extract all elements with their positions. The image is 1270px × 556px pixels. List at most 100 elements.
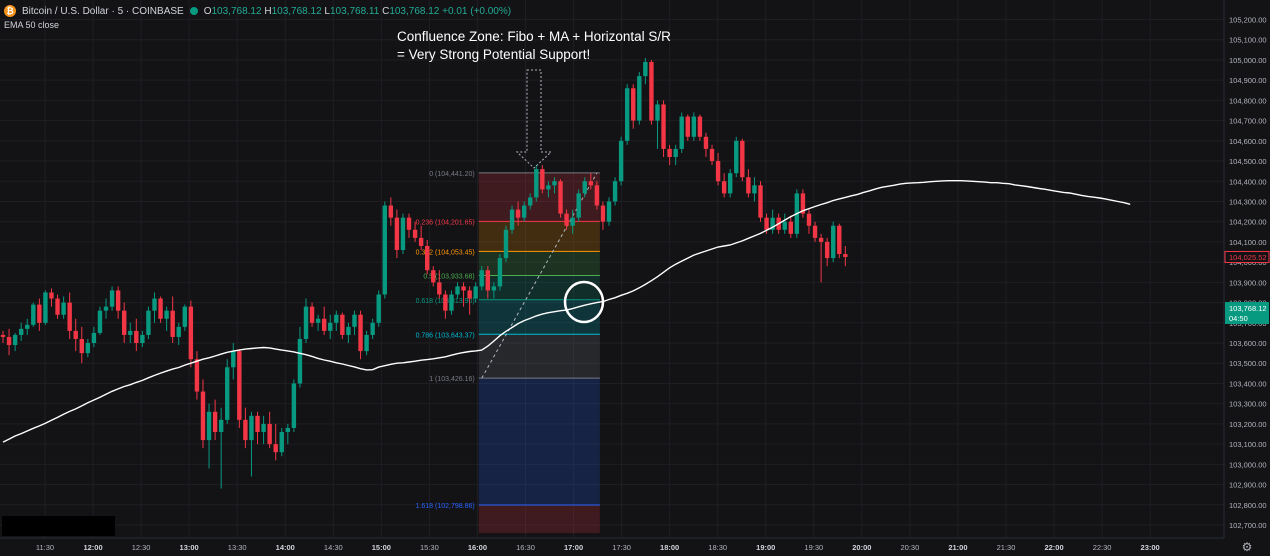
fib-level-label: 0 (104,441.20) (429, 171, 475, 178)
candle-body (534, 169, 539, 198)
candle-body (328, 322, 333, 331)
candle-body (837, 225, 842, 255)
candle-body (291, 383, 297, 428)
time-tick-label: 17:00 (564, 543, 583, 552)
price-tick-label: 103,500.00 (1229, 359, 1267, 368)
candle-body (515, 209, 521, 218)
candle-body (843, 254, 848, 257)
candle-body (588, 181, 594, 186)
time-tick-label: 17:30 (612, 543, 631, 552)
candle-body (655, 104, 660, 121)
candle-body (122, 310, 127, 335)
candle-body (715, 161, 721, 182)
price-tick-label: 103,400.00 (1229, 379, 1267, 388)
time-tick-label: 14:30 (324, 543, 343, 552)
candle-body (37, 304, 42, 323)
fib-zone (478, 275, 600, 300)
candle-body (449, 294, 454, 311)
candle-body (631, 88, 636, 121)
candle-body (691, 116, 697, 137)
candle-body (200, 391, 206, 441)
candle-body (73, 330, 78, 339)
price-tick-label: 102,800.00 (1229, 501, 1267, 510)
price-tick-label: 104,200.00 (1229, 218, 1267, 227)
candle-body (31, 304, 36, 325)
price-tick-label: 105,000.00 (1229, 56, 1267, 65)
candle-body (782, 221, 787, 230)
candle-body (6, 336, 12, 346)
candle-body (758, 185, 763, 218)
time-tick-label: 22:00 (1044, 543, 1063, 552)
ohlc-readout: O103,768.12 H103,768.12 L103,768.11 C103… (203, 5, 512, 17)
price-axis (1224, 0, 1270, 556)
price-tick-label: 103,200.00 (1229, 420, 1267, 429)
time-tick-label: 15:00 (372, 543, 391, 552)
candle-body (600, 205, 606, 222)
price-tick-label: 105,100.00 (1229, 36, 1267, 45)
candle-body (703, 136, 709, 149)
candle-body (685, 116, 690, 137)
candle-body (128, 330, 133, 335)
time-tick-label: 16:30 (516, 543, 535, 552)
confluence-circle (563, 280, 605, 324)
ohlc-open: 103,768.12 (211, 5, 262, 17)
price-tag-box (1225, 302, 1269, 325)
price-tick-label: 103,300.00 (1229, 400, 1267, 409)
candle-body (25, 324, 30, 329)
fib-zone (478, 505, 600, 534)
candle-body (528, 197, 533, 206)
candle-body (164, 310, 169, 319)
candle-body (140, 334, 145, 344)
bitcoin-icon: ₿ (4, 5, 16, 17)
time-tick-label: 13:00 (180, 543, 199, 552)
candle-body (18, 328, 24, 335)
time-tick-label: 11:30 (36, 543, 54, 552)
fib-zone (478, 251, 600, 276)
price-tick-label: 104,700.00 (1229, 117, 1267, 126)
time-tick-label: 13:30 (228, 543, 247, 552)
candle-body (576, 193, 581, 218)
candle-body (540, 169, 545, 190)
candle-body (752, 185, 757, 194)
fib-zone (478, 221, 600, 252)
candle-body (315, 318, 321, 323)
candle-body (376, 294, 381, 323)
redaction-box (2, 516, 115, 536)
candle-body (79, 338, 84, 354)
price-tick-label: 103,900.00 (1229, 278, 1267, 287)
candle-body (612, 181, 618, 202)
candle-body (431, 270, 436, 283)
candle-body (158, 298, 163, 319)
candle-body (412, 229, 418, 238)
price-tick-label: 104,900.00 (1229, 76, 1267, 85)
candle-body (231, 351, 236, 368)
candle-body (552, 181, 557, 186)
candle-body (473, 286, 478, 299)
indicator-legend[interactable]: EMA 50 close (4, 20, 60, 30)
time-tick-label: 14:00 (276, 543, 295, 552)
time-tick-label: 22:30 (1093, 543, 1112, 552)
annotation-text: Confluence Zone: Fibo + MA + Horizontal … (397, 28, 671, 64)
gear-icon[interactable]: ⚙ (1241, 540, 1253, 554)
time-tick-label: 16:00 (468, 543, 487, 552)
candle-body (91, 332, 97, 344)
candle-body (43, 292, 48, 323)
fib-zone (478, 172, 600, 222)
candle-body (491, 286, 497, 291)
candle-body (697, 116, 703, 137)
candle-body (225, 367, 230, 420)
candle-body (734, 140, 739, 174)
symbol-title[interactable]: Bitcoin / U.S. Dollar · 5 · COINBASE (22, 5, 184, 17)
candle-body (303, 306, 309, 339)
annotation-line-2: = Very Strong Potential Support! (397, 47, 591, 62)
candle-body (340, 314, 345, 335)
candle-body (467, 290, 472, 299)
fib-level-label: 0.5 (103,933.68) (423, 274, 474, 281)
annotation-line-1: Confluence Zone: Fibo + MA + Horizontal … (397, 29, 671, 44)
candle-body (831, 225, 836, 259)
candle-body (649, 61, 654, 121)
candle-body (637, 76, 642, 121)
price-tick-label: 104,500.00 (1229, 157, 1267, 166)
